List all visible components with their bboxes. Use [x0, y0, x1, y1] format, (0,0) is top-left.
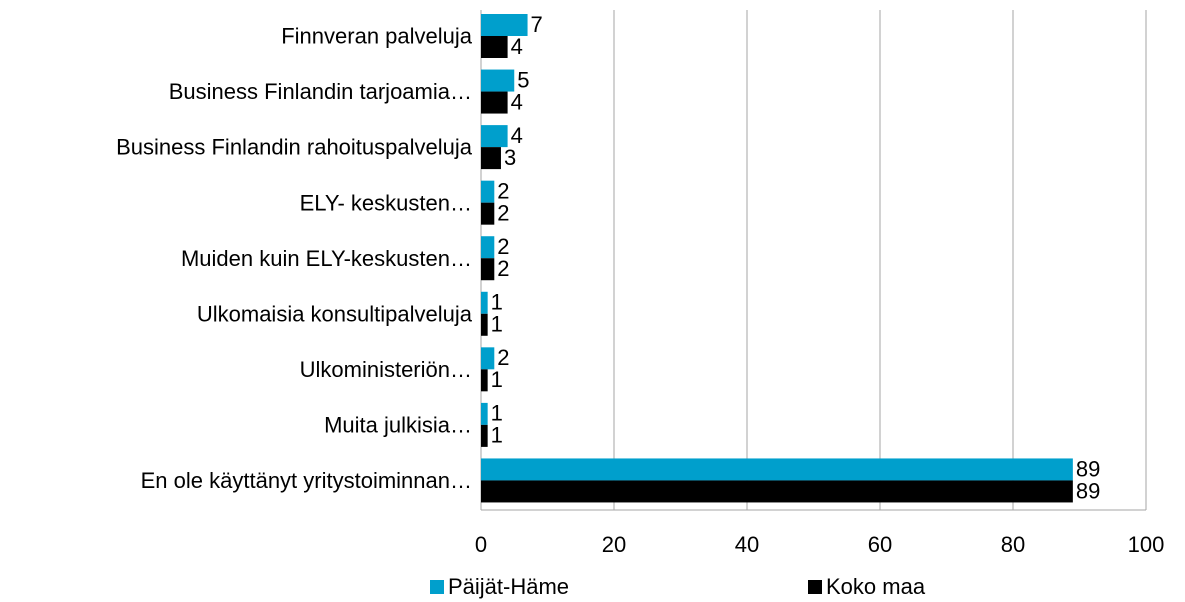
x-tick-label: 60: [868, 532, 892, 557]
bar: [481, 236, 495, 259]
bar: [481, 36, 508, 58]
bar: [481, 458, 1073, 481]
bar: [481, 147, 501, 170]
bar: [481, 69, 515, 92]
x-tick-label: 0: [475, 532, 487, 557]
data-label: 2: [497, 256, 509, 281]
data-label: 89: [1076, 478, 1100, 503]
bar: [481, 402, 488, 425]
data-label: 1: [491, 401, 503, 426]
bar: [481, 313, 488, 336]
x-tick-label: 40: [735, 532, 759, 557]
bar: [481, 291, 488, 314]
x-tick-label: 20: [602, 532, 626, 557]
bar: [481, 424, 488, 447]
data-label: 1: [491, 290, 503, 315]
y-tick-label: Finnveran palveluja: [281, 24, 473, 49]
data-label: 4: [511, 89, 523, 114]
data-label: 89: [1076, 456, 1100, 481]
data-label: 1: [491, 312, 503, 337]
y-tick-label: Muita julkisia…: [324, 412, 472, 437]
bar: [481, 91, 508, 114]
data-label: 5: [517, 67, 529, 92]
bar: [481, 125, 508, 148]
x-tick-label: 100: [1128, 532, 1165, 557]
x-tick-label: 80: [1001, 532, 1025, 557]
y-tick-label: Ulkomaisia konsultipalveluja: [197, 301, 473, 326]
legend-swatch: [430, 580, 444, 594]
data-label: 4: [511, 34, 523, 59]
legend-label: Koko maa: [826, 574, 926, 599]
data-label: 2: [497, 234, 509, 259]
legend-swatch: [808, 580, 822, 594]
bar: [481, 14, 528, 36]
bar: [481, 347, 495, 370]
bar: [481, 180, 495, 203]
legend-label: Päijät-Häme: [448, 574, 569, 599]
bar: [481, 480, 1073, 503]
y-tick-label: Business Finlandin tarjoamia…: [169, 79, 472, 104]
y-tick-label: Business Finlandin rahoituspalveluja: [116, 135, 473, 160]
y-tick-label: En ole käyttänyt yritystoiminnan…: [141, 468, 472, 493]
bar: [481, 202, 495, 225]
y-tick-label: ELY- keskusten…: [300, 190, 472, 215]
data-label: 1: [491, 367, 503, 392]
data-label: 2: [497, 200, 509, 225]
data-label: 4: [511, 123, 523, 148]
y-tick-label: Muiden kuin ELY-keskusten…: [181, 246, 472, 271]
bar: [481, 258, 495, 281]
data-label: 2: [497, 178, 509, 203]
y-tick-label: Ulkoministeriön…: [300, 357, 472, 382]
data-label: 3: [504, 145, 516, 170]
bar: [481, 369, 488, 392]
data-label: 7: [531, 12, 543, 37]
data-label: 1: [491, 423, 503, 448]
data-label: 2: [497, 345, 509, 370]
